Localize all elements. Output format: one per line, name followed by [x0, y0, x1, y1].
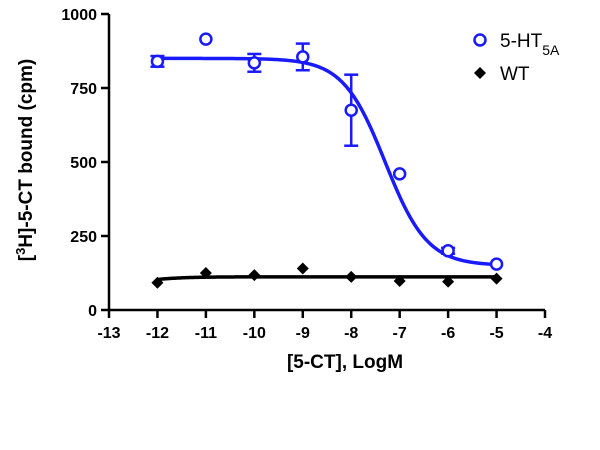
legend-label-base: WT: [500, 64, 530, 85]
data-point-diamond: [151, 276, 164, 289]
x-tick-label: -8: [344, 325, 358, 342]
data-point-circle: [344, 103, 358, 117]
y-tick-label: 1000: [61, 7, 97, 24]
fit-curve-0: [157, 56, 497, 267]
data-point-diamond: [393, 274, 406, 287]
y-axis-label: [3H]-5-CT bound (cpm): [13, 59, 38, 261]
legend-label: WT: [500, 64, 530, 85]
legend-label-subscript: 5A: [542, 42, 560, 58]
data-point-diamond: [199, 267, 212, 279]
legend-marker-diamond: [474, 67, 486, 79]
x-tick-label: -13: [97, 325, 120, 342]
data-point-circle: [392, 167, 407, 181]
legend-label-base: 5-HT: [500, 31, 543, 52]
x-tick-label: -10: [243, 325, 266, 342]
data-point-diamond: [248, 269, 261, 282]
data-point-diamond: [442, 275, 455, 288]
x-axis-label: [5-CT], LogM: [287, 352, 403, 373]
y-tick-label: 750: [70, 81, 97, 98]
data-point-circle: [441, 244, 455, 258]
y-tick-label: 0: [88, 303, 97, 320]
x-tick-label: -9: [296, 325, 310, 342]
x-tick-label: -7: [393, 325, 407, 342]
data-points: [150, 32, 504, 289]
x-tick-label: -12: [146, 325, 169, 342]
data-point-circle: [247, 56, 262, 70]
legend: 5-HT5A WT: [473, 31, 560, 85]
fit-curve-1: [157, 275, 497, 282]
data-point-diamond: [296, 262, 309, 275]
axes: 0 250 500 750 1000 -13 -12 -11 -10 -9 -8 -7 -6 -5 -4: [61, 7, 552, 342]
fit-curves: [157, 56, 497, 282]
y-tick-label: 250: [70, 229, 97, 246]
data-point-circle: [489, 257, 504, 271]
x-tick-label: -4: [538, 325, 552, 342]
data-point-circle: [296, 50, 310, 64]
data-point-diamond: [345, 270, 358, 283]
x-tick-label: -5: [489, 325, 503, 342]
x-tick-label: -6: [441, 325, 455, 342]
data-point-diamond: [490, 272, 503, 285]
y-tick-label: 500: [70, 155, 97, 172]
x-tick-label: -11: [195, 325, 217, 342]
data-point-circle: [199, 32, 213, 46]
legend-label: 5-HT5A: [500, 31, 560, 58]
legend-marker-circle: [473, 33, 487, 47]
data-point-circle: [150, 54, 165, 69]
